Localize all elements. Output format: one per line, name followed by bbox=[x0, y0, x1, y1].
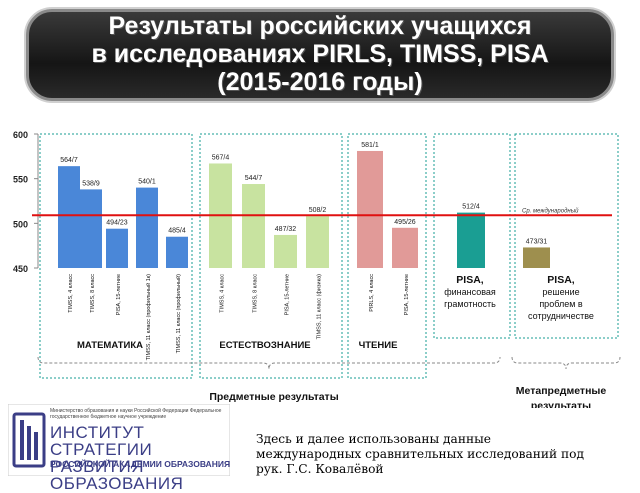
bar-category-label: TIMSS, 11 класс (профильный 1к) bbox=[145, 274, 152, 361]
bar-caption: финансовая bbox=[444, 287, 496, 297]
source-note: Здесь и далее использованы данные междун… bbox=[256, 432, 584, 476]
bar bbox=[392, 227, 418, 268]
bar-value-label: 544/7 bbox=[245, 175, 263, 182]
bar-category-label: TIMSS, 11 класс (профильный) bbox=[175, 274, 182, 354]
bar-category-label: PISA, 15-летние bbox=[285, 274, 291, 315]
group-panel bbox=[347, 133, 427, 379]
group-panel bbox=[433, 133, 511, 339]
logo-subtitle: РОССИЙСКОЙ АКАДЕМИИ ОБРАЗОВАНИЯ bbox=[50, 459, 231, 469]
bar-category-label: TIMSS, 4 класс bbox=[220, 274, 226, 313]
title-line-1: Результаты российских учащихся bbox=[108, 12, 532, 40]
bar-category-label: PISA, 15-летние bbox=[116, 274, 122, 315]
brace bbox=[511, 356, 621, 370]
bar-value-label: 567/4 bbox=[212, 154, 230, 161]
bar-chart: 450 500 550 600 564/7 TIMSS, 4 класс 538/9 TIMS… bbox=[13, 130, 621, 408]
group-panel bbox=[39, 133, 193, 379]
bar bbox=[166, 236, 188, 268]
group-panel bbox=[199, 133, 343, 379]
bar-value-label: 512/4 bbox=[462, 204, 480, 211]
bar-value-label: 485/4 bbox=[168, 228, 186, 235]
bar bbox=[80, 189, 102, 268]
bar bbox=[274, 234, 297, 268]
group-panel bbox=[514, 133, 619, 339]
group-name: ЧТЕНИЕ bbox=[359, 340, 398, 351]
brace-label-meta: результаты bbox=[531, 400, 591, 408]
title-line-2: в исследованиях PIRLS, TIMSS, PISA bbox=[91, 40, 549, 68]
bar bbox=[457, 212, 485, 268]
bar-category-label: TIMSS, 8 класс bbox=[90, 274, 96, 313]
bar bbox=[357, 150, 383, 268]
bar-category-label: PIRLS, 4 класс bbox=[369, 274, 375, 312]
logo-ministry-text: Министерство образования и науки Российс… bbox=[50, 408, 222, 420]
y-tick-label: 550 bbox=[13, 175, 28, 185]
bar-category-label: PISA, 15-летние bbox=[404, 274, 410, 315]
group-name: МАТЕМАТИКА bbox=[77, 340, 143, 351]
reference-label: Ср. международный bbox=[522, 207, 579, 214]
title-banner bbox=[26, 9, 614, 101]
brace bbox=[37, 356, 501, 370]
logo-title-line-1: ИНСТИТУТ СТРАТЕГИИ bbox=[50, 423, 153, 459]
bar-value-label: 508/2 bbox=[309, 207, 327, 214]
y-tick-label: 600 bbox=[13, 130, 28, 140]
bar-value-label: 494/23 bbox=[106, 220, 128, 227]
bar-value-label: 495/26 bbox=[394, 219, 416, 226]
bar bbox=[136, 187, 158, 268]
bar-caption: проблем в bbox=[539, 299, 583, 309]
group-name: ЕСТЕСТВОЗНАНИЕ bbox=[219, 340, 310, 351]
bar bbox=[106, 228, 128, 268]
bar-category-label: TIMSS, 4 класс bbox=[68, 274, 74, 313]
bar bbox=[58, 166, 80, 268]
bar-value-label: 473/31 bbox=[526, 238, 548, 245]
bar bbox=[242, 184, 265, 268]
y-tick-label: 500 bbox=[13, 219, 28, 229]
y-tick-label: 450 bbox=[13, 264, 28, 274]
bar-value-label: 581/1 bbox=[361, 142, 379, 149]
bar-category-label: TIMSS, 11 класс (физика) bbox=[317, 274, 323, 339]
title-line-3: (2015-2016 годы) bbox=[217, 68, 423, 96]
logo-title: ИНСТИТУТ СТРАТЕГИИ РАЗВИТИЯ ОБРАЗОВАНИЯ bbox=[50, 424, 232, 492]
bar-value-label: 538/9 bbox=[82, 180, 100, 187]
bar-caption: PISA, bbox=[547, 274, 575, 286]
brace-label-meta: Метапредметные bbox=[516, 385, 607, 397]
bar-category-label: TIMSS, 8 класс bbox=[253, 274, 259, 313]
bar-value-label: 564/7 bbox=[60, 157, 78, 164]
bar-value-label: 487/32 bbox=[275, 226, 297, 233]
bar-caption: грамотность bbox=[444, 299, 496, 309]
bar-caption: PISA, bbox=[456, 274, 484, 286]
bar-caption: решение bbox=[542, 287, 579, 297]
bar-value-label: 540/1 bbox=[138, 179, 156, 186]
brace-label-subject: Предметные результаты bbox=[209, 391, 338, 403]
institute-logo bbox=[8, 404, 230, 476]
bar bbox=[523, 247, 550, 268]
bar-caption: сотрудничестве bbox=[528, 311, 594, 321]
bar bbox=[306, 216, 329, 268]
